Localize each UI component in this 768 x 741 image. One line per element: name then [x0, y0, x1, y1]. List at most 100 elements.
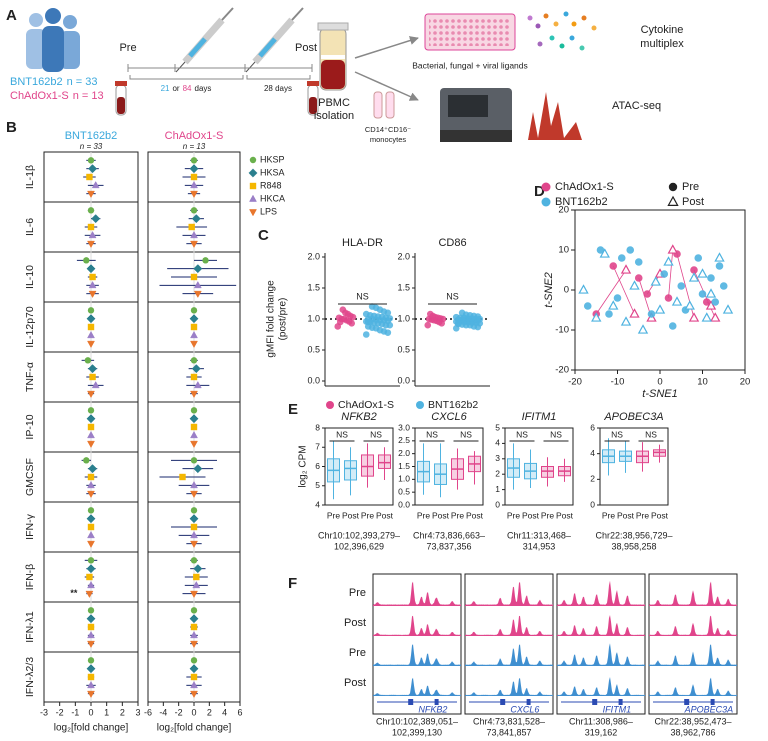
track-label: Post [344, 617, 366, 629]
x-tick-label: Post [522, 510, 540, 520]
marker [87, 690, 95, 699]
point [362, 331, 370, 338]
y-tick-label: 3.0 [398, 422, 410, 432]
coordinates: Chr11:313,468– [507, 530, 571, 540]
x-tick-label: Post [617, 510, 635, 520]
marker [190, 190, 198, 199]
track-frame [556, 573, 646, 715]
marker [87, 240, 95, 249]
y-tick-label: 5 [315, 480, 320, 490]
marker [190, 490, 198, 499]
y-tick-label: 2 [495, 468, 500, 478]
marker [694, 254, 703, 262]
marker [705, 288, 717, 298]
marker [190, 180, 198, 189]
x-tick-label: 2 [120, 707, 125, 717]
x-tick-label: 10 [697, 377, 708, 388]
marker [87, 607, 95, 614]
marker [190, 530, 198, 539]
coverage-track [649, 581, 737, 606]
marker [190, 457, 198, 464]
point [339, 306, 347, 314]
marker [591, 312, 602, 322]
marker [596, 246, 605, 254]
category-label: IFN-γ [24, 513, 36, 539]
panel-title: HLA-DR [342, 237, 383, 249]
marker [189, 514, 199, 524]
legend-label: BNT162b2 [555, 196, 608, 208]
marker [88, 464, 98, 474]
legend-label: HKCA [260, 193, 285, 203]
y-tick-label: 2.0 [398, 448, 410, 458]
marker [202, 257, 209, 264]
coverage-track [557, 580, 645, 606]
gene-name: NFKB2 [418, 704, 447, 714]
marker [714, 252, 725, 262]
marker [87, 390, 95, 399]
legend-label: BNT162b2 [428, 399, 478, 411]
y-axis-label: (post/pre) [278, 298, 289, 341]
y-tick-label: 1.0 [397, 313, 410, 323]
legend-label: Post [682, 196, 704, 208]
coordinates: Chr10:102,389,051– [376, 716, 458, 726]
y-tick-label: 0 [590, 499, 595, 509]
marker [86, 564, 96, 574]
x-tick-label: Post [651, 510, 669, 520]
coverage-track [557, 643, 645, 666]
marker [190, 523, 198, 531]
marker [698, 290, 707, 298]
coverage-track [465, 615, 553, 636]
point [336, 318, 344, 326]
point [424, 321, 432, 329]
y-tick-label: 4 [495, 438, 500, 448]
cytokine-dots [527, 11, 597, 51]
marker [86, 614, 96, 624]
step-label: PBMC [318, 97, 350, 109]
marker [89, 373, 96, 381]
coverage-track [649, 615, 737, 636]
y-tick-label: 20 [558, 205, 569, 216]
marker [83, 457, 90, 464]
marker [191, 214, 201, 224]
x-tick-label: Post [432, 510, 450, 520]
marker [87, 323, 95, 331]
marker [190, 273, 198, 281]
marker [190, 557, 198, 564]
marker [189, 614, 199, 624]
marker [608, 300, 619, 310]
marker [87, 680, 95, 689]
marker [87, 440, 95, 449]
step-label: multiplex [640, 38, 684, 50]
track-label: Pre [349, 587, 366, 599]
marker [191, 364, 201, 374]
category-label: IFN-λ2/3 [24, 657, 36, 697]
marker [88, 280, 97, 289]
marker [88, 230, 97, 239]
monocyte-tubes [373, 91, 395, 119]
marker [85, 590, 94, 599]
blood-tube [115, 81, 319, 116]
y-tick-label: 1.0 [398, 474, 410, 484]
x-axis-label: log₂[fold change] [54, 723, 129, 734]
x-tick-label: Post [466, 510, 484, 520]
marker [629, 280, 640, 290]
step-label: Cytokine [641, 24, 684, 36]
y-tick-label: 4 [315, 499, 320, 509]
marker [87, 190, 95, 199]
marker [688, 272, 700, 282]
marker [190, 657, 198, 664]
marker [87, 473, 95, 481]
marker [190, 690, 198, 699]
x-tick-label: 1 [104, 707, 109, 717]
y-tick-label: -10 [555, 325, 569, 336]
marker [190, 680, 198, 689]
marker [688, 312, 700, 322]
marker [87, 523, 95, 531]
marker [87, 307, 95, 314]
marker [87, 480, 95, 489]
x-tick-label: Pre [636, 510, 650, 520]
marker [190, 407, 198, 414]
x-tick-label: -20 [568, 377, 582, 388]
marker [664, 294, 673, 302]
x-tick-label: Post [342, 510, 360, 520]
